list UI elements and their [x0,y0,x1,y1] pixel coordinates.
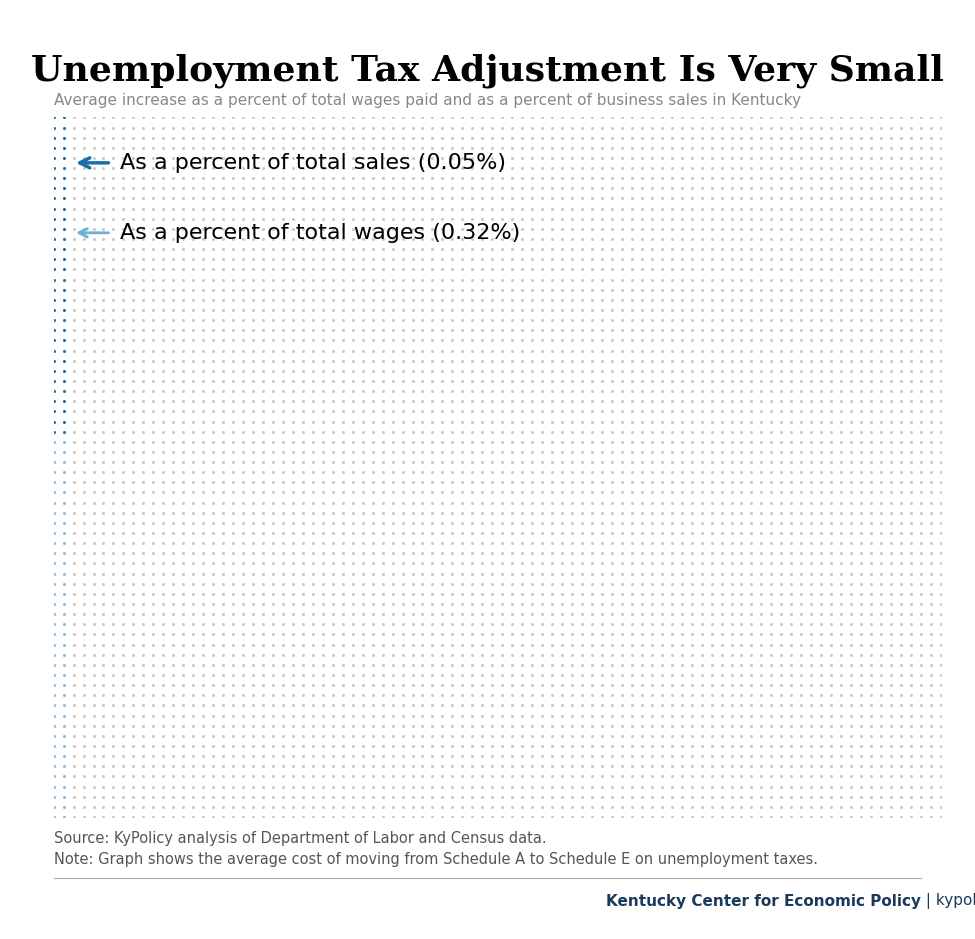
Text: Source: KyPolicy analysis of Department of Labor and Census data.: Source: KyPolicy analysis of Department … [54,831,546,846]
Text: Note: Graph shows the average cost of moving from Schedule A to Schedule E on un: Note: Graph shows the average cost of mo… [54,852,818,867]
Text: Unemployment Tax Adjustment Is Very Small: Unemployment Tax Adjustment Is Very Smal… [31,54,944,87]
Text: Kentucky Center for Economic Policy: Kentucky Center for Economic Policy [606,894,921,909]
Text: As a percent of total sales (0.05%): As a percent of total sales (0.05%) [120,153,506,173]
Text: Average increase as a percent of total wages paid and as a percent of business s: Average increase as a percent of total w… [54,93,800,108]
Text: | kypolicy.org: | kypolicy.org [921,893,975,910]
Text: As a percent of total wages (0.32%): As a percent of total wages (0.32%) [120,223,521,243]
